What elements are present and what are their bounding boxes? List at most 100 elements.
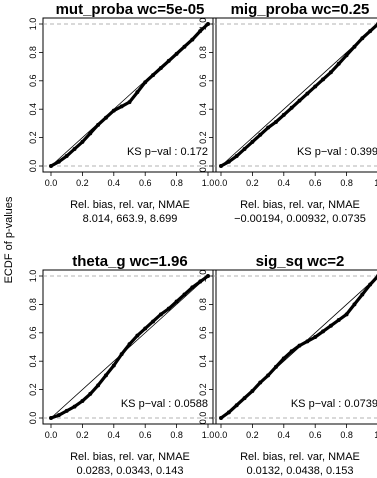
y-tick-label: 0.0 bbox=[28, 160, 38, 173]
x-tick-label: 0.2 bbox=[246, 430, 259, 440]
ecdf-point bbox=[96, 383, 101, 388]
ecdf-point bbox=[344, 312, 349, 317]
ecdf-point bbox=[328, 70, 333, 75]
ecdf-point bbox=[289, 105, 294, 110]
plot-frame bbox=[212, 17, 377, 173]
ecdf-point bbox=[360, 292, 365, 297]
ecdf-point bbox=[344, 53, 349, 58]
ecdf-point bbox=[166, 306, 171, 311]
ecdf-point bbox=[328, 323, 333, 328]
panel-title: theta_g wc=1.96 bbox=[72, 253, 187, 270]
x-tick-label: 0.4 bbox=[278, 178, 291, 188]
plot-frame bbox=[42, 269, 217, 425]
stats-header: Rel. bias, rel. var, NMAE bbox=[70, 199, 190, 211]
ecdf-point bbox=[297, 343, 302, 348]
ecdf-point bbox=[234, 154, 239, 159]
ecdf-point bbox=[151, 73, 156, 78]
x-tick-label: 0.4 bbox=[108, 178, 121, 188]
x-tick-label: 0.4 bbox=[108, 430, 121, 440]
x-tick-label: 1.0 bbox=[202, 430, 215, 440]
y-tick-label: 0.2 bbox=[198, 131, 208, 144]
ecdf-point bbox=[56, 159, 61, 164]
ecdf-point bbox=[281, 112, 286, 117]
ecdf-point bbox=[64, 408, 69, 413]
y-tick-label: 1.0 bbox=[198, 270, 208, 283]
ecdf-point bbox=[321, 77, 326, 82]
ecdf-point bbox=[151, 319, 156, 324]
ks-pvalue-label: KS p−val : 0.399 bbox=[297, 146, 377, 158]
ecdf-point bbox=[206, 22, 210, 26]
y-tick-label: 0.6 bbox=[198, 327, 208, 340]
x-tick-label: 0.6 bbox=[309, 178, 322, 188]
ecdf-point bbox=[182, 44, 187, 49]
ecdf-point bbox=[198, 279, 203, 284]
ecdf-point bbox=[281, 356, 286, 361]
ecdf-point bbox=[158, 66, 163, 71]
ecdf-point bbox=[305, 91, 310, 96]
ecdf-point bbox=[111, 108, 116, 113]
x-tick-label: 0.0 bbox=[215, 178, 228, 188]
y-tick-label: 0.6 bbox=[28, 327, 38, 340]
y-tick-label: 0.4 bbox=[198, 103, 208, 116]
y-tick-label: 0.6 bbox=[28, 75, 38, 88]
ecdf-point bbox=[336, 318, 341, 323]
stats-header: Rel. bias, rel. var, NMAE bbox=[240, 199, 360, 211]
y-tick-label: 0.8 bbox=[28, 298, 38, 311]
ecdf-point bbox=[250, 389, 255, 394]
y-tick-label: 0.2 bbox=[28, 131, 38, 144]
ecdf-point bbox=[49, 416, 53, 420]
panel-mut-proba: 0.0 0.2 0.4 0.6 0.8 1.0 0.0 0.2 0.4 0.6 0.8 1.0 mut… bbox=[28, 1, 217, 225]
ecdf-point bbox=[258, 380, 263, 385]
ecdf-point bbox=[103, 373, 108, 378]
stats-header: Rel. bias, rel. var, NMAE bbox=[240, 451, 360, 463]
ecdf-point bbox=[266, 125, 271, 130]
y-tick-label: 0.2 bbox=[198, 383, 208, 396]
x-tick-label: 0.8 bbox=[340, 430, 353, 440]
y-tick-label: 0.8 bbox=[198, 46, 208, 59]
ecdf-point bbox=[103, 115, 108, 120]
ecdf-point bbox=[80, 139, 85, 144]
stats-values: 0.0132, 0.0438, 0.153 bbox=[246, 465, 353, 477]
ecdf-point bbox=[313, 335, 318, 340]
ecdf-point bbox=[242, 146, 247, 151]
ecdf-point bbox=[166, 58, 171, 63]
y-tick-label: 0.8 bbox=[198, 298, 208, 311]
ecdf-point bbox=[336, 61, 341, 66]
ks-pvalue-label: KS p−val : 0.172 bbox=[127, 146, 208, 158]
x-tick-label: 0.8 bbox=[170, 178, 183, 188]
panel-title: mig_proba wc=0.25 bbox=[231, 1, 370, 18]
x-tick-label: 0.6 bbox=[139, 430, 152, 440]
panel-title: sig_sq wc=2 bbox=[256, 253, 345, 270]
y-tick-label: 0.6 bbox=[198, 75, 208, 88]
ecdf-point bbox=[143, 80, 148, 85]
ecdf-point bbox=[305, 339, 310, 344]
ecdf-point bbox=[313, 84, 318, 89]
y-tick-label: 0.4 bbox=[28, 103, 38, 116]
ecdf-point bbox=[273, 119, 278, 124]
x-tick-label: 0.6 bbox=[139, 178, 152, 188]
x-tick-label: 0.2 bbox=[76, 430, 89, 440]
ecdf-point bbox=[273, 364, 278, 369]
ecdf-point bbox=[119, 104, 124, 109]
x-tick-label: 0.0 bbox=[45, 430, 58, 440]
ecdf-point bbox=[258, 132, 263, 137]
ecdf-point bbox=[250, 139, 255, 144]
y-tick-label: 1.0 bbox=[28, 270, 38, 283]
ecdf-point bbox=[174, 51, 179, 56]
plot-frame bbox=[42, 17, 217, 173]
ecdf-point bbox=[360, 36, 365, 41]
ecdf-point bbox=[158, 312, 163, 317]
ecdf-point bbox=[352, 302, 357, 307]
x-tick-label: 0.8 bbox=[170, 430, 183, 440]
ecdf-point bbox=[72, 404, 77, 409]
ecdf-point bbox=[368, 29, 373, 34]
stats-values: 0.0283, 0.0343, 0.143 bbox=[76, 465, 183, 477]
stats-header: Rel. bias, rel. var, NMAE bbox=[70, 451, 190, 463]
ecdf-point bbox=[219, 416, 223, 420]
ecdf-point bbox=[226, 410, 231, 415]
y-tick-label: 0.4 bbox=[198, 355, 208, 368]
ecdf-point bbox=[352, 44, 357, 49]
panel-theta-g: 0.0 0.2 0.4 0.6 0.8 1.0 0.0 0.2 0.4 0.6 0.8 1.0 the… bbox=[28, 253, 217, 477]
figure-y-axis-label: ECDF of p-values bbox=[3, 196, 15, 283]
ecdf-point bbox=[143, 326, 148, 331]
